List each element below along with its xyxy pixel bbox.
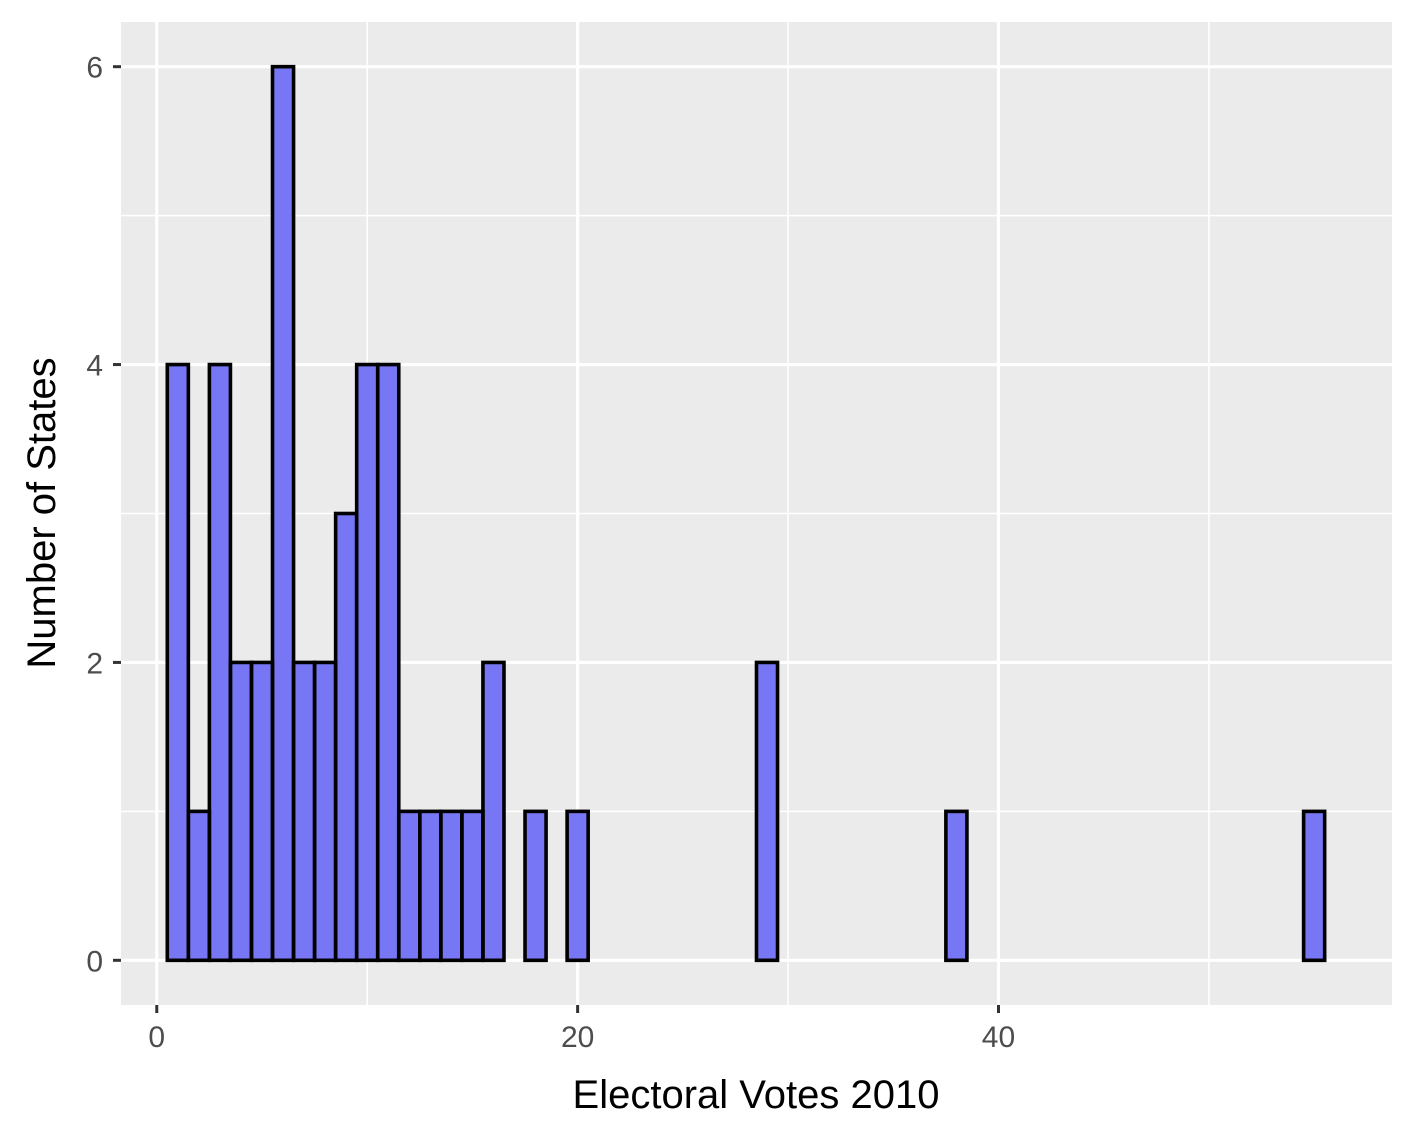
histogram-bar-outline	[523, 809, 548, 963]
histogram-bar	[1303, 811, 1325, 961]
histogram-bars	[165, 64, 1327, 963]
histogram-bar	[356, 364, 378, 961]
histogram-bar	[314, 662, 336, 961]
histogram-bar-outline	[1301, 809, 1327, 963]
histogram-bar	[272, 66, 294, 961]
x-tick-label: 20	[561, 1021, 594, 1054]
bar-outlines	[165, 64, 1327, 963]
y-tick-label: 4	[86, 350, 103, 383]
y-axis-title: Number of States	[20, 357, 64, 668]
histogram-bar	[461, 811, 483, 961]
histogram-bar	[567, 811, 589, 961]
histogram-bar	[335, 513, 357, 961]
histogram-bar	[440, 811, 462, 961]
histogram-bar-outline	[375, 362, 401, 963]
histogram-bar-outline	[270, 64, 296, 963]
histogram-bar	[251, 662, 273, 961]
x-tick-label: 0	[148, 1021, 165, 1054]
histogram-bar	[167, 364, 189, 961]
y-tick-label: 2	[86, 647, 103, 680]
histogram-bar-outline	[565, 809, 590, 963]
histogram-bar	[293, 662, 315, 961]
histogram-bar	[377, 364, 399, 961]
histogram-bar	[525, 811, 547, 961]
y-axis-ticks: 0 2 4 6	[86, 52, 121, 978]
x-axis-ticks: 0 20 40	[148, 1005, 1015, 1054]
histogram-bar-outline	[165, 362, 191, 963]
bar-fills	[167, 66, 1325, 961]
x-axis-title: Electoral Votes 2010	[573, 1073, 940, 1117]
y-tick-label: 0	[86, 945, 103, 978]
histogram-bar-outline	[754, 660, 780, 963]
histogram-bar	[419, 811, 441, 961]
histogram-bar	[756, 662, 778, 961]
histogram-bar	[482, 662, 504, 961]
x-tick-label: 40	[982, 1021, 1015, 1054]
histogram-bar-outline	[944, 809, 969, 963]
histogram-bar	[230, 662, 252, 961]
y-tick-label: 6	[86, 52, 103, 85]
histogram-bar	[209, 364, 231, 961]
histogram-bar	[398, 811, 420, 961]
histogram-bar	[188, 811, 210, 961]
histogram-bar-outline	[481, 660, 506, 963]
histogram-bar	[945, 811, 967, 961]
